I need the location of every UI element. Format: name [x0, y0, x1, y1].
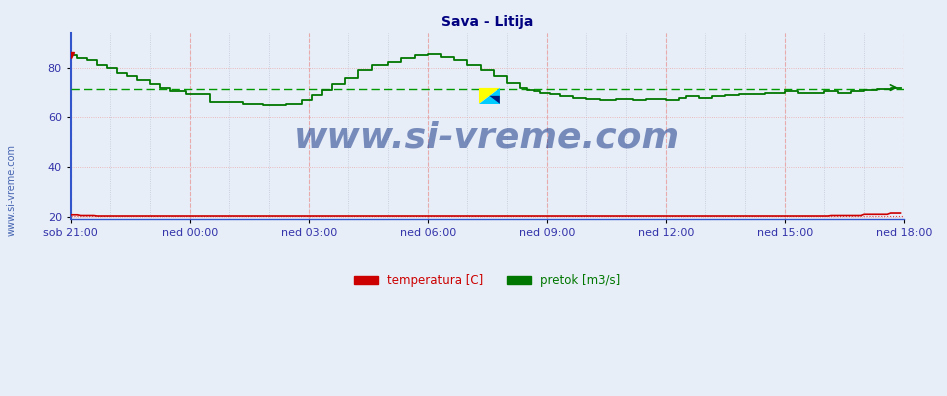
- Polygon shape: [490, 96, 500, 104]
- Polygon shape: [479, 88, 500, 104]
- Polygon shape: [479, 88, 500, 104]
- Text: www.si-vreme.com: www.si-vreme.com: [295, 120, 680, 154]
- Text: www.si-vreme.com: www.si-vreme.com: [7, 144, 16, 236]
- Title: Sava - Litija: Sava - Litija: [441, 15, 533, 29]
- Legend: temperatura [C], pretok [m3/s]: temperatura [C], pretok [m3/s]: [349, 269, 625, 291]
